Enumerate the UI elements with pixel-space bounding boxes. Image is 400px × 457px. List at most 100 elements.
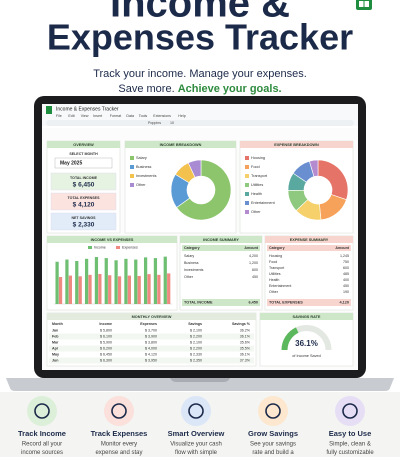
- legend-label: Housing: [251, 156, 265, 160]
- card-label: TOTAL INCOME: [70, 176, 98, 180]
- menu-item: File: [56, 114, 62, 118]
- feature-title: Grow Savings: [248, 429, 298, 438]
- col-header: Category: [269, 246, 285, 250]
- feature-icon: [265, 403, 281, 419]
- tagline: Track your income. Manage your expenses.: [93, 68, 307, 80]
- feature-text: flow with simple: [175, 450, 218, 456]
- bar: [84, 258, 89, 304]
- table-header: [182, 245, 260, 251]
- toolbar-font: Poppins: [148, 121, 161, 125]
- col-header: Expenses: [140, 322, 157, 326]
- table-cell: 450: [252, 275, 258, 279]
- bar: [137, 275, 141, 304]
- table-cell: $ 2,200: [190, 334, 202, 338]
- gauge-label: 36.1%: [295, 339, 318, 348]
- title-line2: Expenses Tracker: [47, 17, 353, 58]
- total-label: TOTAL EXPENSES: [269, 301, 303, 305]
- feature-icon: [342, 403, 358, 419]
- total-value: 4,120: [339, 301, 349, 305]
- bar: [58, 277, 63, 304]
- col-header: Category: [184, 246, 200, 250]
- table-cell: 485: [343, 272, 349, 276]
- legend-swatch: [130, 165, 134, 169]
- tagline: Save more. Achieve your goals.: [118, 83, 281, 95]
- col-header: Savings %: [232, 322, 251, 326]
- total-row: [182, 299, 260, 306]
- panel-title: EXPENSE BREAKDOWN: [274, 143, 319, 147]
- table-cell: Utilities: [269, 272, 281, 276]
- panel-header: [180, 236, 262, 243]
- table-cell: $ 5,800: [100, 328, 112, 332]
- col-header: Income: [99, 322, 112, 326]
- legend-label: Food: [251, 165, 260, 169]
- feature-text: Simple, clean &: [329, 442, 371, 448]
- table-cell: $ 6,200: [100, 346, 112, 350]
- laptop-notch: [170, 378, 230, 382]
- legend-label: Salary: [136, 156, 147, 160]
- card-label: TOTAL EXPENSES: [68, 196, 101, 200]
- bar: [104, 258, 108, 304]
- bar: [68, 275, 72, 304]
- legend-label: Utilities: [251, 183, 263, 187]
- table-cell: Business: [184, 261, 199, 265]
- overview-card: [50, 192, 117, 211]
- table-cell: 4,200: [249, 254, 258, 258]
- bar: [124, 258, 128, 304]
- row-stripe: [49, 345, 254, 352]
- feature-title: Track Expenses: [91, 429, 148, 438]
- panel-header: [47, 313, 256, 320]
- menu-item: Extensions: [153, 114, 171, 118]
- feature-icon-bg: [335, 396, 365, 426]
- legend-label: Entertainment: [251, 201, 276, 205]
- panel-title: SAVINGS RATE: [293, 315, 321, 319]
- panel-title: OVERVIEW: [73, 143, 94, 147]
- select-label: SELECT MONTH: [69, 152, 98, 156]
- table-cell: Transport: [269, 266, 284, 270]
- panel-header: [47, 236, 177, 243]
- table-cell: Other: [184, 275, 194, 279]
- table-cell: Entertainment: [269, 284, 291, 288]
- table-cell: Food: [269, 260, 277, 264]
- feature-title: Track Income: [18, 429, 66, 438]
- legend-swatch: [245, 210, 249, 214]
- table-cell: 1,245: [340, 254, 349, 258]
- legend-label: Business: [136, 165, 152, 169]
- toolbar: [46, 120, 354, 126]
- bar: [147, 274, 151, 304]
- bar: [108, 275, 112, 304]
- feature-text: Record all your: [22, 442, 62, 448]
- table-cell: $ 4,000: [145, 346, 157, 350]
- overview-card: [50, 212, 117, 231]
- table-cell: 600: [343, 266, 349, 270]
- feature-icon-bg: [104, 396, 134, 426]
- row-stripe: [49, 357, 254, 364]
- total-value: 6,450: [248, 301, 258, 305]
- menu-item: Insert: [93, 114, 102, 118]
- menu-item: View: [81, 114, 89, 118]
- card-value: $ 6,450: [73, 182, 95, 189]
- feature-text: fully customizable: [326, 450, 374, 456]
- doc-title: Income & Expenses Tracker: [56, 106, 119, 112]
- legend-label: Expenses: [122, 246, 138, 250]
- legend-label: Other: [251, 210, 261, 214]
- feature-icon: [111, 403, 127, 419]
- feature-text: expense and stay: [95, 450, 142, 456]
- panel-header: [240, 141, 353, 148]
- card-value: $ 4,120: [73, 202, 95, 209]
- panel-title: MONTHLY OVERVIEW: [132, 315, 172, 319]
- feature-icon: [34, 403, 50, 419]
- bar: [167, 273, 171, 304]
- table-cell: $ 3,950: [145, 358, 157, 362]
- gauge-caption: of Income Saved: [292, 354, 321, 358]
- legend-swatch: [245, 165, 249, 169]
- panel-header: [265, 236, 353, 243]
- bar: [153, 258, 158, 304]
- legend-label: Income: [94, 246, 106, 250]
- table-cell: $ 2,100: [190, 328, 202, 332]
- month-select[interactable]: [54, 157, 113, 169]
- table-cell: Jun: [52, 358, 58, 362]
- bar: [55, 261, 59, 304]
- table-cell: 36.1%: [240, 352, 251, 356]
- feature-icon-bg: [258, 396, 288, 426]
